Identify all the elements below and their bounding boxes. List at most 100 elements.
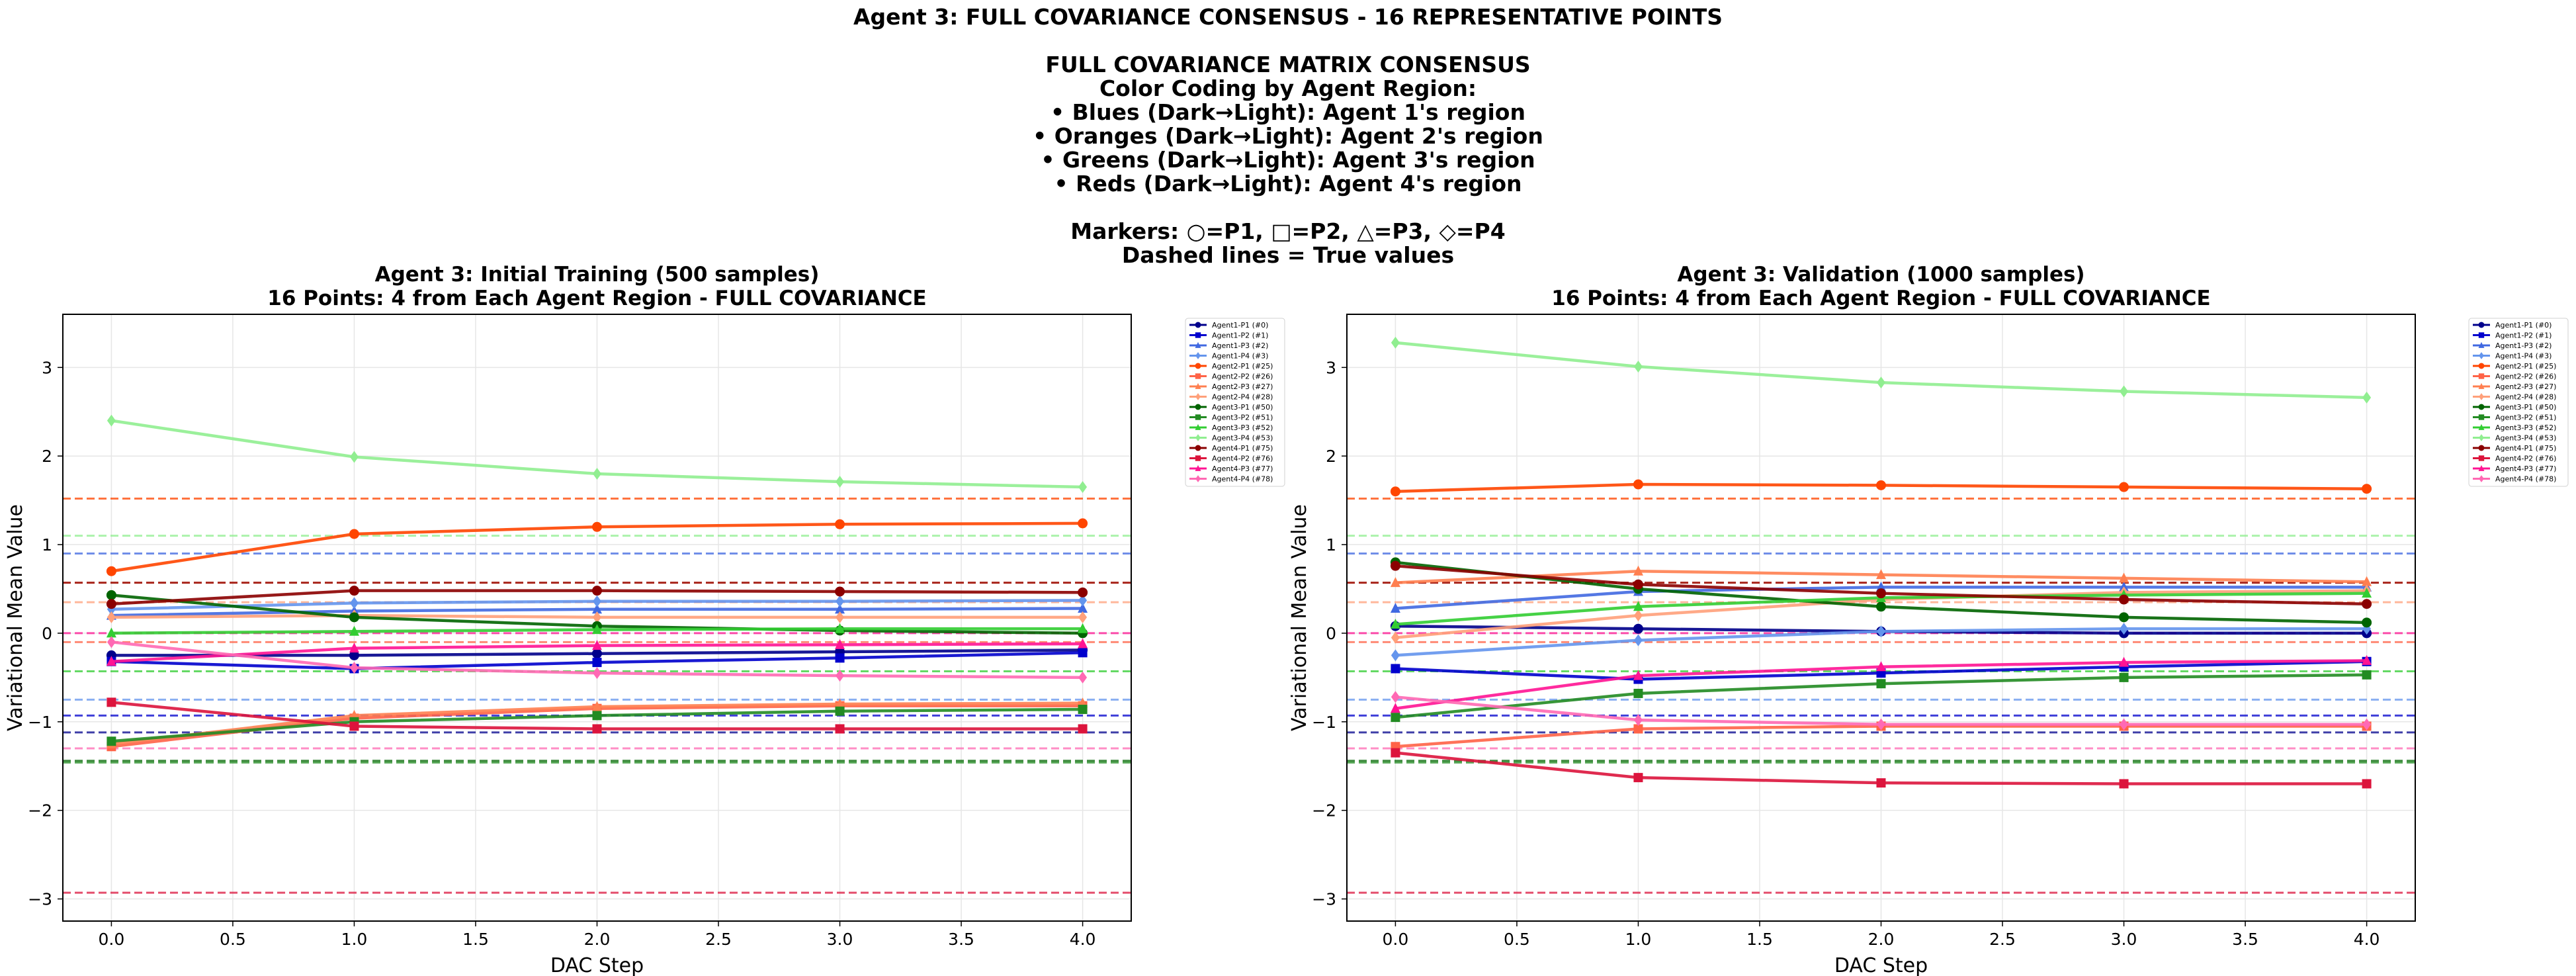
legend-marker (2478, 373, 2485, 379)
legend-marker (1195, 423, 1201, 430)
data-point-diamond (2362, 718, 2372, 731)
data-point-triangle (349, 625, 359, 636)
data-point-square (2362, 779, 2372, 789)
data-point-triangle (2119, 581, 2129, 592)
data-point-diamond (2120, 623, 2129, 635)
data-point-square (1633, 688, 1643, 698)
data-point-circle (1078, 587, 1088, 598)
x-axis-label: DAC Step (550, 954, 644, 976)
legend-label: Agent2-P4 (#28) (2495, 393, 2556, 402)
data-point-triangle (1078, 602, 1088, 613)
legend-marker (2478, 455, 2485, 461)
data-point-circle (1876, 588, 1886, 599)
data-point-diamond (2362, 391, 2372, 404)
data-point-triangle (592, 624, 602, 635)
data-point-diamond (107, 611, 116, 623)
x-tick-label: 1.5 (1746, 930, 1773, 949)
legend-marker (2478, 341, 2485, 348)
x-tick-label: 0.5 (220, 930, 246, 949)
data-point-triangle (1876, 581, 1886, 592)
legend-marker (2478, 445, 2485, 451)
data-point-diamond (593, 467, 601, 480)
x-tick-label: 1.0 (341, 930, 368, 949)
legend-label: Agent2-P1 (#25) (1212, 362, 1273, 371)
x-tick-label: 3.0 (2111, 930, 2137, 949)
data-point-diamond (593, 595, 601, 607)
data-point-diamond (836, 595, 845, 607)
legend-label: Agent1-P1 (#0) (1212, 321, 1268, 330)
data-point-square (592, 724, 602, 734)
data-point-diamond (1633, 360, 1643, 373)
data-point-square (1078, 648, 1088, 658)
legend-label: Agent1-P4 (#3) (1212, 352, 1268, 361)
legend-label: Agent3-P3 (#52) (2495, 423, 2556, 432)
data-point-triangle (1078, 623, 1088, 633)
legend-box (2468, 318, 2569, 487)
x-axis-label: DAC Step (1834, 954, 1928, 976)
data-point-diamond (2120, 385, 2129, 398)
figure-title-line: Agent 3: FULL COVARIANCE CONSENSUS - 16 … (853, 4, 1723, 30)
x-tick-label: 0.5 (1504, 930, 1530, 949)
data-point-triangle (349, 643, 359, 653)
data-point-diamond (1391, 691, 1400, 703)
legend-label: Agent4-P4 (#78) (1212, 475, 1273, 484)
data-point-triangle (2119, 656, 2129, 667)
data-point-triangle (835, 698, 845, 709)
figure-title-line: FULL COVARIANCE MATRIX CONSENSUS (1045, 52, 1531, 77)
data-point-circle (2362, 617, 2372, 628)
data-point-triangle (592, 603, 602, 614)
legend-label: Agent3-P4 (#53) (2495, 434, 2556, 443)
y-tick-label: 1 (1326, 535, 1336, 555)
x-tick-label: 1.0 (1625, 930, 1652, 949)
x-tick-label: 4.0 (2354, 930, 2380, 949)
legend-label: Agent4-P1 (#75) (2495, 444, 2556, 453)
data-point-square (349, 721, 359, 731)
legend-marker (2478, 322, 2485, 328)
x-tick-label: 1.5 (462, 930, 489, 949)
x-tick-label: 2.5 (1989, 930, 2016, 949)
data-point-triangle (592, 640, 602, 650)
data-point-diamond (1078, 481, 1088, 494)
data-point-triangle (835, 623, 845, 633)
legend-marker (1195, 332, 1201, 338)
legend-label: Agent4-P3 (#77) (1212, 465, 1273, 473)
legend-label: Agent3-P1 (#50) (1212, 403, 1273, 412)
data-point-diamond (1391, 336, 1400, 349)
data-point-circle (349, 612, 359, 623)
data-point-triangle (2119, 572, 2129, 583)
data-point-square (1391, 664, 1400, 674)
data-point-triangle (1390, 577, 1400, 588)
data-point-circle (835, 519, 845, 529)
data-point-square (1391, 713, 1400, 723)
data-point-circle (835, 586, 845, 597)
data-point-diamond (1877, 718, 1885, 731)
legend-marker (1195, 352, 1201, 359)
data-point-diamond (349, 451, 359, 463)
legend-marker (2478, 363, 2485, 369)
legend-marker (2478, 332, 2485, 338)
legend-label: Agent1-P3 (#2) (2495, 341, 2552, 350)
y-tick-label: 2 (42, 447, 52, 466)
legend: Agent1-P1 (#0) Agent1-P2 (#1)Agent1-P3 (#… (1185, 318, 1285, 487)
subplot-title-line: 16 Points: 4 from Each Agent Region - FU… (1551, 287, 2210, 310)
subplot-title-line: Agent 3: Initial Training (500 samples) (375, 263, 820, 287)
data-point-circle (1633, 623, 1643, 634)
data-point-square (2119, 779, 2129, 789)
data-point-square (1633, 773, 1643, 783)
data-point-diamond (349, 662, 359, 674)
figure-title-line: Markers: ○=P1, □=P2, △=P3, ◇=P4 (1070, 218, 1506, 244)
data-point-circle (2119, 612, 2129, 623)
data-point-triangle (1633, 565, 1643, 576)
data-point-triangle (2362, 588, 2372, 598)
data-point-square (2362, 670, 2372, 680)
legend-marker (1195, 393, 1201, 400)
legend-label: Agent2-P3 (#27) (1212, 382, 1273, 391)
data-point-triangle (835, 603, 845, 614)
data-point-square (592, 711, 602, 721)
x-tick-label: 2.5 (705, 930, 732, 949)
x-tick-label: 3.0 (827, 930, 853, 949)
legend-label: Agent1-P2 (#1) (1212, 332, 1268, 340)
legend-marker (1195, 434, 1201, 441)
legend-marker (2478, 382, 2485, 389)
